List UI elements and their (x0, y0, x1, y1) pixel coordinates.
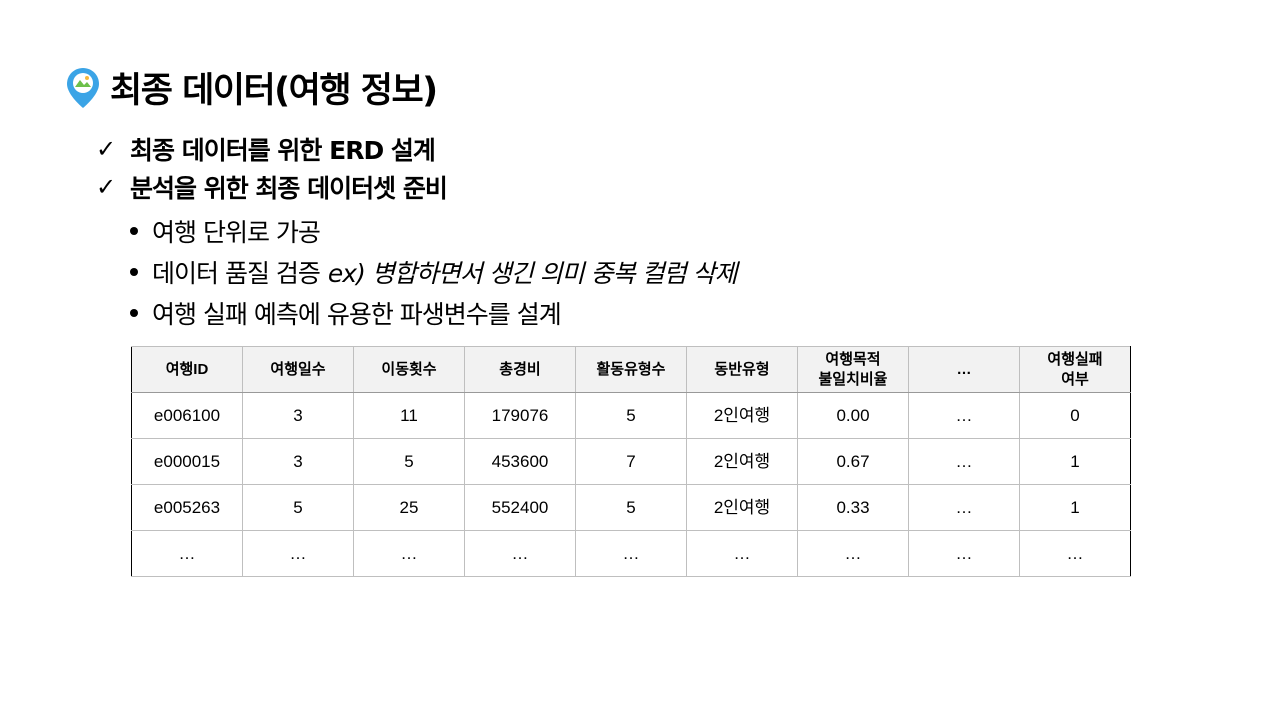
table-cell: 2인여행 (686, 392, 798, 439)
table-cell: 0 (1019, 392, 1131, 439)
table-header-row: 여행ID 여행일수 이동횟수 총경비 활동유형수 동반유형 여행목적 불일치비율… (131, 346, 1131, 393)
table-cell: 5 (575, 392, 687, 439)
table-row: e000015 3 5 453600 7 2인여행 0.67 … 1 (131, 438, 1131, 485)
table-cell: 5 (575, 484, 687, 531)
check-item-label: 최종 데이터를 위한 ERD 설계 (130, 136, 436, 165)
column-header: 여행실패 여부 (1019, 346, 1131, 393)
table-cell: … (686, 530, 798, 577)
table-cell: e000015 (131, 438, 243, 485)
bullet-item-example: ex) 병합하면서 생긴 의미 중복 컬럼 삭제 (327, 258, 738, 288)
check-list: ✓ 최종 데이터를 위한 ERD 설계 ✓ 분석을 위한 최종 데이터셋 준비 (96, 130, 448, 206)
table-row: e006100 3 11 179076 5 2인여행 0.00 … 0 (131, 392, 1131, 439)
travel-data-table: 여행ID 여행일수 이동횟수 총경비 활동유형수 동반유형 여행목적 불일치비율… (131, 346, 1131, 577)
table-cell: 5 (353, 438, 465, 485)
table-cell: … (908, 438, 1020, 485)
table-cell: … (797, 530, 909, 577)
check-item: ✓ 최종 데이터를 위한 ERD 설계 (96, 130, 447, 168)
table-cell: 1 (1019, 484, 1131, 531)
table-cell: … (908, 530, 1020, 577)
check-item-label: 분석을 위한 최종 데이터셋 준비 (130, 174, 448, 203)
table-cell: 0.67 (797, 438, 909, 485)
table-cell: 25 (353, 484, 465, 531)
bullet-icon (130, 308, 138, 317)
table-cell: … (131, 530, 243, 577)
bullet-item: 여행 실패 예측에 유용한 파생변수를 설계 (128, 292, 737, 333)
check-item: ✓ 분석을 위한 최종 데이터셋 준비 (96, 168, 448, 206)
bullet-item-label: 여행 실패 예측에 유용한 파생변수를 설계 (152, 299, 562, 329)
column-header: 여행목적 불일치비율 (797, 346, 909, 393)
column-header: 여행ID (131, 346, 243, 393)
table-cell: e005263 (131, 484, 243, 531)
bullet-item: 여행 단위로 가공 (128, 210, 737, 251)
table-cell: 179076 (464, 392, 576, 439)
table-cell: … (908, 484, 1020, 531)
bullet-icon (130, 226, 138, 235)
table-cell: 0.00 (797, 392, 909, 439)
table-cell: 3 (242, 438, 354, 485)
table-row: e005263 5 25 552400 5 2인여행 0.33 … 1 (131, 484, 1131, 531)
column-header: 이동횟수 (353, 346, 465, 393)
table-cell: 3 (242, 392, 354, 439)
bullet-item: 데이터 품질 검증 ex) 병합하면서 생긴 의미 중복 컬럼 삭제 (128, 251, 738, 292)
checkmark-icon: ✓ (96, 135, 116, 163)
map-pin-icon (66, 67, 100, 109)
table-cell: 552400 (464, 484, 576, 531)
table-cell: 5 (242, 484, 354, 531)
column-header: 총경비 (464, 346, 576, 393)
table-cell: … (575, 530, 687, 577)
column-header: 동반유형 (686, 346, 798, 393)
table-cell: e006100 (131, 392, 243, 439)
table-cell: 7 (575, 438, 687, 485)
column-header: 활동유형수 (575, 346, 687, 393)
column-header: … (908, 346, 1020, 393)
table-cell: 2인여행 (686, 484, 798, 531)
table-cell: 453600 (464, 438, 576, 485)
page-title: 최종 데이터(여행 정보) (110, 71, 438, 111)
bullet-item-label: 여행 단위로 가공 (152, 217, 321, 247)
bullet-icon (130, 267, 138, 276)
table-cell: … (242, 530, 354, 577)
title-row: 최종 데이터(여행 정보) (66, 62, 438, 113)
column-header: 여행일수 (242, 346, 354, 393)
table-cell: … (353, 530, 465, 577)
table-cell: 0.33 (797, 484, 909, 531)
bullet-list: 여행 단위로 가공 데이터 품질 검증 ex) 병합하면서 생긴 의미 중복 컬… (128, 210, 738, 333)
bullet-item-label: 데이터 품질 검증 (152, 258, 321, 288)
table-cell: 11 (353, 392, 465, 439)
table-cell: 2인여행 (686, 438, 798, 485)
table-cell: … (908, 392, 1020, 439)
table-cell: … (464, 530, 576, 577)
table-cell: 1 (1019, 438, 1131, 485)
table-cell: … (1019, 530, 1131, 577)
table-row: … … … … … … … … … (131, 530, 1131, 577)
checkmark-icon: ✓ (96, 173, 116, 201)
